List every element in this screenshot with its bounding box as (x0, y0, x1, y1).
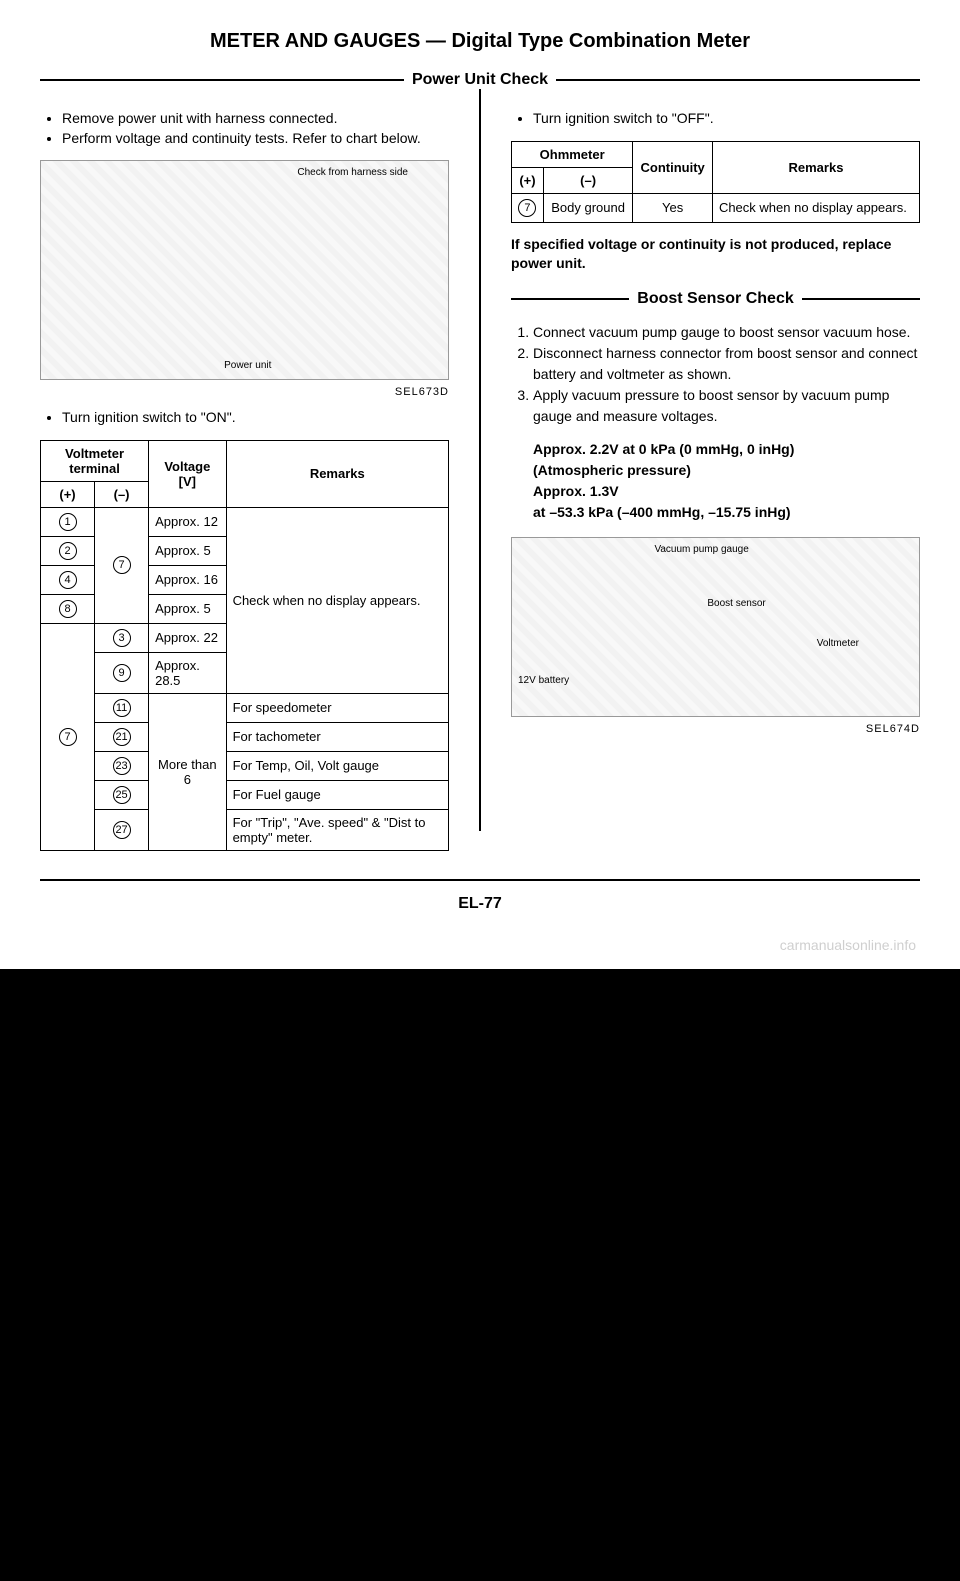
diagram-label: Check from harness side (297, 167, 408, 178)
cell-remarks: Check when no display appears. (712, 193, 919, 222)
list-item: Connect vacuum pump gauge to boost senso… (533, 322, 920, 343)
bullet-item: Perform voltage and continuity tests. Re… (62, 129, 449, 149)
diagram-label: Boost sensor (707, 598, 765, 609)
th-continuity: Continuity (633, 141, 713, 193)
rule-line (556, 79, 920, 81)
list-item: Apply vacuum pressure to boost sensor by… (533, 385, 920, 427)
diagram-label: Vacuum pump gauge (654, 544, 748, 555)
cell-remarks: Check when no display appears. (226, 507, 448, 693)
cell-minus: 11 (95, 693, 149, 722)
section-header-power-unit: Power Unit Check (40, 71, 920, 89)
spec-line: at –53.3 kPa (–400 mmHg, –15.75 inHg) (533, 502, 920, 523)
table-row: 27 For "Trip", "Ave. speed" & "Dist to e… (41, 809, 449, 850)
table-row: 25 For Fuel gauge (41, 780, 449, 809)
cell-voltage: Approx. 5 (149, 594, 226, 623)
rule-line (802, 298, 920, 300)
cell-voltage: Approx. 16 (149, 565, 226, 594)
spec-line: Approx. 2.2V at 0 kPa (0 mmHg, 0 inHg) (533, 439, 920, 460)
diagram-label: 12V battery (518, 675, 569, 686)
diagram-label: Power unit (224, 360, 271, 371)
table-header-row: Voltmeter terminal Voltage [V] Remarks (41, 440, 449, 481)
list-item: Disconnect harness connector from boost … (533, 343, 920, 385)
cell-minus: 23 (95, 751, 149, 780)
left-column: Remove power unit with harness connected… (40, 103, 449, 851)
th-plus: (+) (512, 167, 544, 193)
th-voltmeter: Voltmeter terminal (41, 440, 149, 481)
bullet-item: Turn ignition switch to "OFF". (533, 109, 920, 129)
th-plus: (+) (41, 481, 95, 507)
bullet-list: Turn ignition switch to "ON". (40, 408, 449, 428)
watermark: carmanualsonline.info (40, 937, 920, 959)
bullet-list: Remove power unit with harness connected… (40, 109, 449, 148)
cell-remark: For tachometer (226, 722, 448, 751)
th-remarks: Remarks (712, 141, 919, 193)
cell-remark: For speedometer (226, 693, 448, 722)
th-minus: (–) (543, 167, 632, 193)
table-row: 21 For tachometer (41, 722, 449, 751)
cell-plus: 7 (41, 623, 95, 850)
table-row: 1 7 Approx. 12 Check when no display app… (41, 507, 449, 536)
footer-rule (40, 879, 920, 881)
th-remarks: Remarks (226, 440, 448, 507)
table-row: 23 For Temp, Oil, Volt gauge (41, 751, 449, 780)
section-label: Boost Sensor Check (629, 290, 801, 308)
cell-minus: 25 (95, 780, 149, 809)
cell-minus: 7 (95, 507, 149, 623)
table-row: 11 More than 6 For speedometer (41, 693, 449, 722)
cell-voltage: Approx. 28.5 (149, 652, 226, 693)
numbered-list: Connect vacuum pump gauge to boost senso… (511, 322, 920, 427)
section-header-boost: Boost Sensor Check (511, 290, 920, 308)
th-voltage: Voltage [V] (149, 440, 226, 507)
page-number: EL-77 (40, 895, 920, 913)
ohmmeter-table: Ohmmeter Continuity Remarks (+) (–) 7 Bo… (511, 141, 920, 223)
power-unit-diagram: Check from harness side Power unit (40, 160, 449, 380)
rule-line (40, 79, 404, 81)
th-ohmmeter: Ohmmeter (512, 141, 633, 167)
cell-voltage: Approx. 5 (149, 536, 226, 565)
spec-line: (Atmospheric pressure) (533, 460, 920, 481)
cell-voltage: Approx. 12 (149, 507, 226, 536)
diagram-code: SEL673D (40, 386, 449, 398)
manual-page: METER AND GAUGES — Digital Type Combinat… (0, 0, 960, 969)
rule-line (511, 298, 629, 300)
spec-values: Approx. 2.2V at 0 kPa (0 mmHg, 0 inHg) (… (533, 439, 920, 523)
cell-plus: 1 (41, 507, 95, 536)
cell-minus: Body ground (543, 193, 632, 222)
page-title: METER AND GAUGES — Digital Type Combinat… (40, 30, 920, 53)
bullet-item: Turn ignition switch to "ON". (62, 408, 449, 428)
cell-voltage: Approx. 22 (149, 623, 226, 652)
spec-line: Approx. 1.3V (533, 481, 920, 502)
table-header-row: Ohmmeter Continuity Remarks (512, 141, 920, 167)
replace-note: If specified voltage or continuity is no… (511, 235, 920, 274)
bullet-list: Turn ignition switch to "OFF". (511, 109, 920, 129)
voltmeter-table: Voltmeter terminal Voltage [V] Remarks (… (40, 440, 449, 851)
cell-plus: 8 (41, 594, 95, 623)
black-background-tail (0, 969, 960, 1309)
cell-continuity: Yes (633, 193, 713, 222)
right-column: Turn ignition switch to "OFF". Ohmmeter … (511, 103, 920, 851)
cell-voltage: More than 6 (149, 693, 226, 850)
cell-remark: For "Trip", "Ave. speed" & "Dist to empt… (226, 809, 448, 850)
cell-remark: For Temp, Oil, Volt gauge (226, 751, 448, 780)
cell-minus: 3 (95, 623, 149, 652)
diagram-label: Voltmeter (817, 638, 859, 649)
cell-minus: 9 (95, 652, 149, 693)
cell-plus: 4 (41, 565, 95, 594)
cell-plus: 2 (41, 536, 95, 565)
cell-remark: For Fuel gauge (226, 780, 448, 809)
two-column-layout: Remove power unit with harness connected… (40, 103, 920, 851)
th-minus: (–) (95, 481, 149, 507)
section-label: Power Unit Check (404, 71, 556, 89)
column-divider (479, 89, 481, 831)
bullet-item: Remove power unit with harness connected… (62, 109, 449, 129)
diagram-code: SEL674D (511, 723, 920, 735)
boost-sensor-diagram: Vacuum pump gauge Boost sensor Voltmeter… (511, 537, 920, 717)
cell-minus: 21 (95, 722, 149, 751)
cell-plus: 7 (512, 193, 544, 222)
cell-minus: 27 (95, 809, 149, 850)
table-row: 7 Body ground Yes Check when no display … (512, 193, 920, 222)
